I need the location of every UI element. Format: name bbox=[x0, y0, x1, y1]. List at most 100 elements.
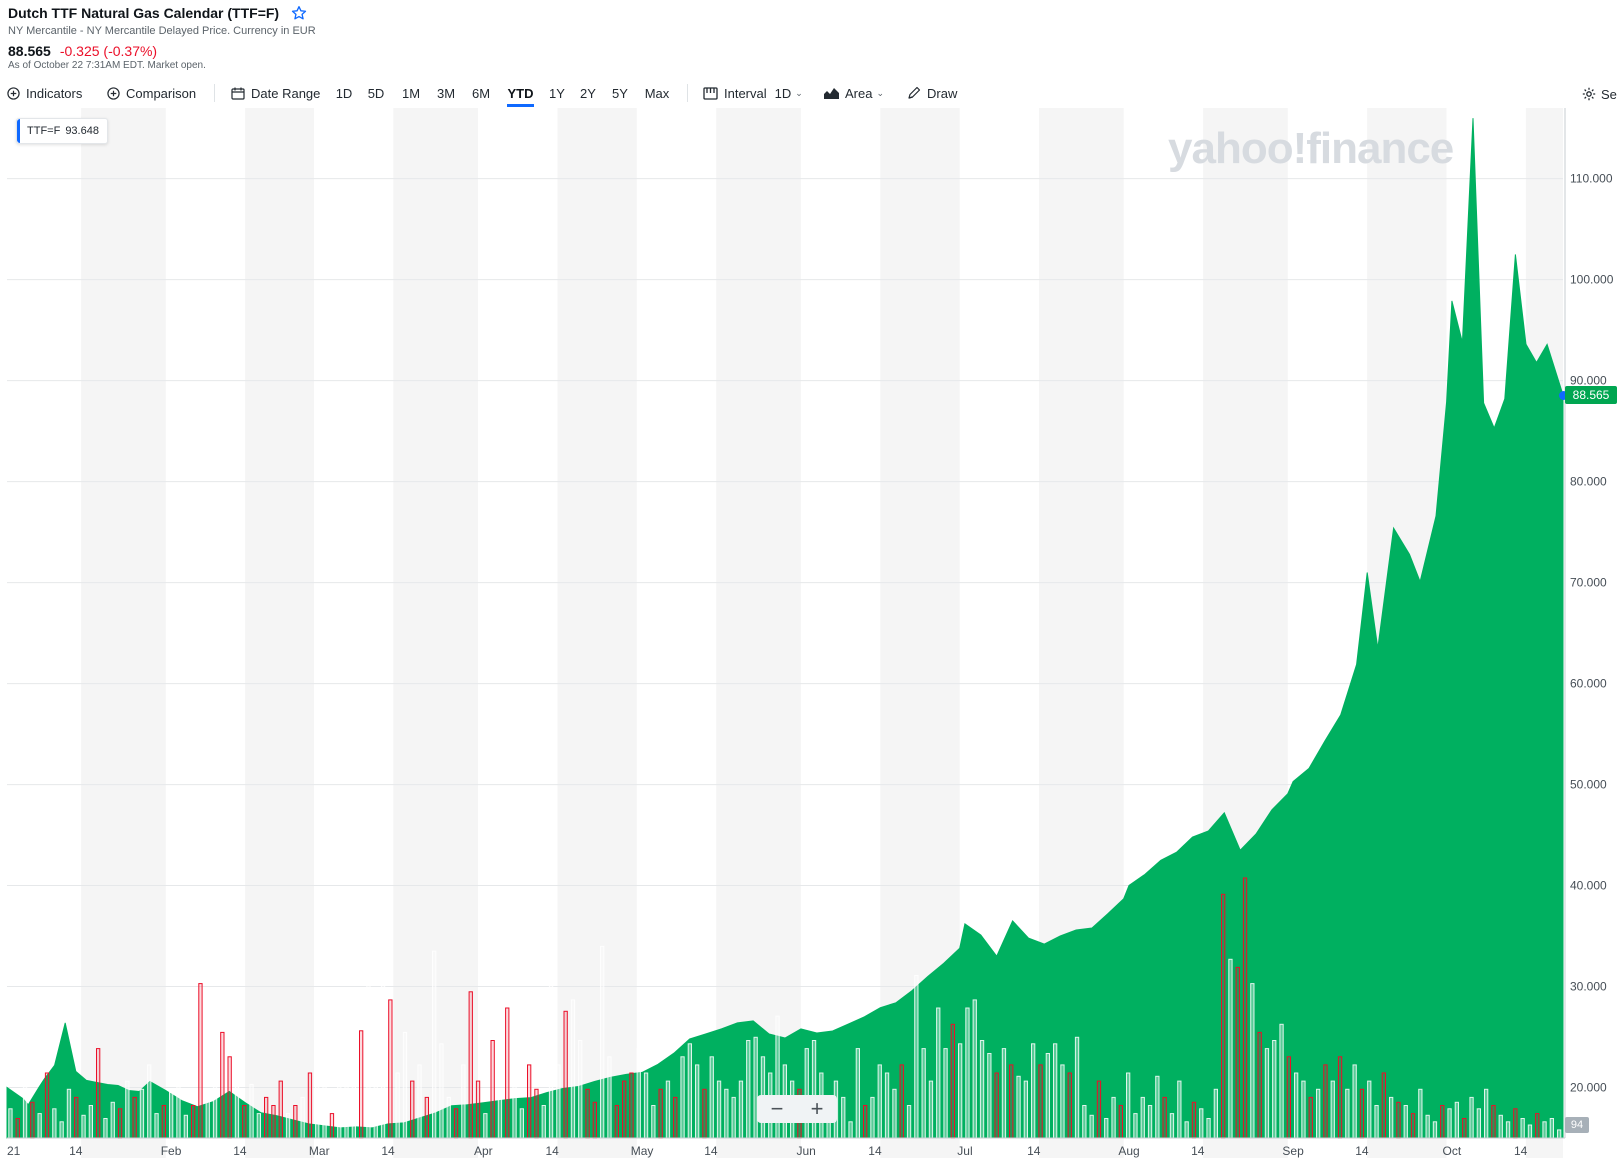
volume-bar bbox=[205, 1088, 210, 1139]
volume-bar bbox=[96, 1048, 101, 1139]
volume-bar bbox=[1009, 1064, 1014, 1139]
volume-bar bbox=[1023, 1080, 1028, 1139]
range-3m[interactable]: 3M bbox=[436, 85, 456, 101]
price-chart[interactable]: 20.000 30.000 40.000 50.000 60.000 70.000 80.0… bbox=[0, 108, 1617, 1163]
interval-dropdown[interactable]: Interval 1D ⌄ bbox=[703, 80, 803, 106]
volume-bar bbox=[380, 978, 386, 1139]
volume-bar bbox=[278, 1080, 283, 1139]
chart-type-dropdown[interactable]: Area ⌄ bbox=[824, 80, 884, 106]
chevron-down-icon: ⌄ bbox=[876, 87, 885, 98]
star-icon[interactable] bbox=[291, 5, 307, 21]
volume-bar bbox=[906, 1105, 912, 1139]
range-1m[interactable]: 1M bbox=[401, 85, 421, 101]
volume-bar bbox=[439, 1043, 444, 1139]
volume-bar bbox=[1074, 1036, 1080, 1139]
volume-bar bbox=[1469, 1096, 1474, 1139]
range-6m[interactable]: 6M bbox=[471, 85, 491, 101]
draw-button[interactable]: Draw bbox=[907, 80, 957, 106]
volume-bar bbox=[1104, 1118, 1109, 1139]
settings-button[interactable]: Settings bbox=[1582, 83, 1617, 105]
range-2y[interactable]: 2Y bbox=[580, 85, 596, 101]
volume-bar bbox=[1440, 1105, 1445, 1139]
volume-bar bbox=[88, 1105, 93, 1139]
volume-bar bbox=[1089, 1114, 1094, 1139]
exchange-subtitle: NY Mercantile - NY Mercantile Delayed Pr… bbox=[8, 25, 316, 37]
draw-label: Draw bbox=[927, 85, 958, 101]
range-1d[interactable]: 1D bbox=[335, 85, 353, 101]
x-tick-label: Sep bbox=[1282, 1144, 1304, 1158]
indicators-button[interactable]: Indicators bbox=[7, 80, 82, 106]
volume-bar bbox=[468, 991, 473, 1139]
volume-bar bbox=[1031, 1043, 1036, 1139]
volume-bar bbox=[1462, 1118, 1467, 1139]
volume-bar bbox=[877, 1064, 882, 1139]
plus-circle-icon bbox=[7, 86, 20, 100]
volume-bar bbox=[1337, 1056, 1343, 1139]
volume-bar bbox=[198, 983, 203, 1139]
volume-bar bbox=[264, 1096, 269, 1139]
volume-bar bbox=[548, 950, 554, 1139]
volume-bar bbox=[176, 1040, 181, 1139]
x-tick-label: Jun bbox=[796, 1144, 815, 1158]
range-1y[interactable]: 1Y bbox=[549, 85, 565, 101]
range-ytd[interactable]: YTD bbox=[507, 80, 534, 107]
volume-bar bbox=[117, 1108, 123, 1139]
volume-bar bbox=[673, 1096, 678, 1139]
volume-bar bbox=[841, 1096, 846, 1139]
volume-bar bbox=[1381, 1072, 1386, 1139]
volume-bar bbox=[1140, 1096, 1145, 1139]
volume-bar bbox=[461, 1064, 466, 1139]
date-range-button[interactable]: Date Range bbox=[231, 80, 320, 106]
volume-bar bbox=[366, 975, 371, 1139]
x-tick-label: Jul bbox=[957, 1144, 972, 1158]
volume-bar bbox=[44, 1072, 50, 1139]
volume-bar bbox=[1257, 1031, 1262, 1139]
volume-bar bbox=[293, 1105, 298, 1139]
chart-area[interactable]: 20.000 30.000 40.000 50.000 60.000 70.000 80.0… bbox=[0, 108, 1617, 1163]
volume-bar bbox=[1096, 1080, 1102, 1139]
volume-bar bbox=[1067, 1072, 1072, 1139]
volume-bar bbox=[687, 1043, 693, 1139]
volume-bar bbox=[1491, 1105, 1496, 1139]
volume-bar bbox=[1498, 1114, 1503, 1139]
legend-symbol: TTF=F bbox=[27, 125, 61, 137]
range-5y[interactable]: 5Y bbox=[612, 85, 628, 101]
zoom-in-button[interactable]: + bbox=[810, 1096, 824, 1121]
volume-bar bbox=[1118, 1105, 1123, 1139]
volume-bar bbox=[285, 1113, 291, 1139]
volume-bar bbox=[855, 1048, 861, 1139]
gear-icon bbox=[1582, 87, 1596, 101]
y-tick-label: 60.000 bbox=[1570, 677, 1607, 691]
toolbar-divider bbox=[214, 84, 215, 102]
x-tick-label: 21 bbox=[7, 1144, 21, 1158]
volume-bar bbox=[191, 1105, 196, 1139]
volume-bar bbox=[110, 1101, 115, 1139]
volume-bar bbox=[680, 1056, 685, 1139]
zoom-out-button[interactable]: − bbox=[770, 1096, 784, 1121]
interval-label: Interval bbox=[724, 85, 767, 101]
volume-bar bbox=[716, 1080, 722, 1139]
volume-bar bbox=[1169, 1113, 1175, 1139]
range-max[interactable]: Max bbox=[644, 85, 670, 101]
y-tick-label: 50.000 bbox=[1570, 778, 1607, 792]
interval-value: 1D bbox=[774, 85, 792, 101]
y-tick-label: 110.000 bbox=[1570, 172, 1613, 186]
volume-bar bbox=[738, 1080, 744, 1139]
volume-bar bbox=[344, 1048, 349, 1139]
volume-bar bbox=[147, 1064, 152, 1139]
x-tick-label: 14 bbox=[868, 1144, 882, 1158]
volume-bar bbox=[1359, 1088, 1365, 1139]
volume-bar bbox=[585, 1088, 590, 1139]
volume-bar bbox=[1367, 1080, 1372, 1139]
volume-flag: 94 bbox=[1565, 1117, 1589, 1133]
volume-bar bbox=[578, 1040, 583, 1139]
volume-bar bbox=[1111, 1096, 1116, 1139]
range-5d[interactable]: 5D bbox=[367, 85, 385, 101]
comparison-button[interactable]: Comparison bbox=[107, 80, 196, 106]
volume-bar bbox=[1016, 1075, 1021, 1139]
volume-bar bbox=[519, 1108, 525, 1139]
volume-bar bbox=[1177, 1080, 1182, 1139]
volume-bar bbox=[1410, 1113, 1416, 1139]
volume-bar bbox=[665, 1080, 671, 1139]
volume-bar bbox=[746, 1040, 751, 1139]
